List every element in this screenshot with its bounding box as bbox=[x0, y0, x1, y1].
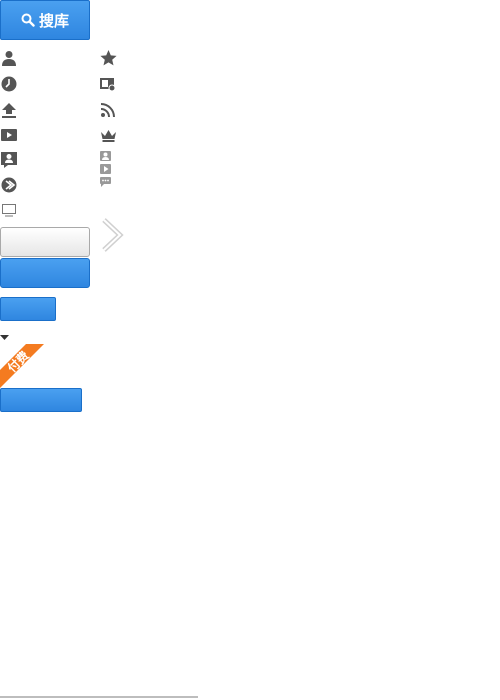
profile-icon[interactable] bbox=[0, 151, 18, 169]
paid-badge: 付费 bbox=[0, 344, 44, 388]
chevron-right-icon[interactable] bbox=[100, 218, 126, 252]
crown-icon[interactable] bbox=[99, 126, 117, 144]
rss-icon[interactable] bbox=[99, 101, 117, 119]
secondary-button[interactable] bbox=[0, 227, 90, 257]
star-icon[interactable] bbox=[99, 49, 117, 67]
monitor-icon[interactable] bbox=[0, 201, 18, 219]
clock-icon[interactable] bbox=[0, 75, 18, 93]
user-video-comment-icon[interactable] bbox=[99, 150, 113, 188]
caret-down-icon[interactable] bbox=[0, 328, 10, 334]
forward-icon[interactable] bbox=[0, 176, 18, 194]
search-button[interactable]: 搜库 bbox=[0, 0, 90, 40]
user-icon[interactable] bbox=[0, 49, 18, 67]
search-button-label: 搜库 bbox=[39, 10, 69, 31]
video-icon[interactable] bbox=[0, 126, 18, 144]
small-primary-button[interactable] bbox=[0, 297, 56, 321]
divider bbox=[0, 696, 198, 698]
primary-button[interactable] bbox=[0, 258, 90, 288]
wide-primary-button[interactable] bbox=[0, 388, 82, 412]
search-icon bbox=[21, 13, 35, 27]
video-playlist-icon[interactable] bbox=[99, 76, 117, 94]
upload-icon[interactable] bbox=[0, 101, 18, 119]
